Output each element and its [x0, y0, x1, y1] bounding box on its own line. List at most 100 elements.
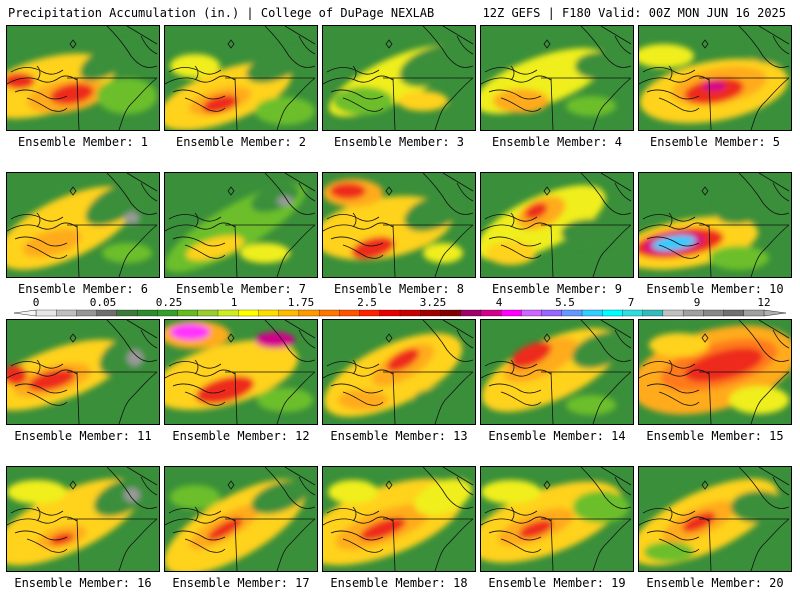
- border-line: [750, 224, 790, 277]
- precip-region: [207, 517, 243, 541]
- border-line: [434, 371, 474, 424]
- ensemble-member-label: Ensemble Member: 13: [330, 429, 468, 443]
- border-line: [456, 329, 474, 349]
- border-line: [10, 508, 64, 516]
- border-line: [26, 244, 68, 259]
- precip-region: [685, 347, 763, 383]
- border-line: [118, 77, 158, 130]
- colorbar-swatch: [217, 309, 239, 317]
- border-line: [642, 508, 696, 516]
- border-line: [600, 320, 632, 339]
- border-line: [614, 182, 632, 202]
- precip-region: [639, 44, 694, 68]
- political-borders: [165, 320, 316, 424]
- ensemble-member-label: Ensemble Member: 9: [491, 282, 623, 296]
- border-line: [484, 508, 538, 516]
- border-line: [284, 320, 316, 339]
- border-line: [484, 214, 538, 222]
- border-line: [422, 173, 474, 215]
- colorbar-tick-label: 9: [693, 296, 701, 309]
- border-line: [456, 476, 474, 496]
- ensemble-member-map: [322, 319, 476, 425]
- border-line: [484, 361, 538, 369]
- border-line: [592, 77, 632, 130]
- border-line: [500, 244, 542, 259]
- colorbar-tick-label: 1: [230, 296, 238, 309]
- border-line: [7, 369, 78, 379]
- precip-region: [251, 480, 309, 514]
- border-line: [392, 371, 396, 424]
- border-line: [172, 236, 226, 247]
- map-title: Precipitation Accumulation (in.) | Colle…: [8, 6, 435, 20]
- border-line: [106, 320, 158, 362]
- border-line: [168, 361, 222, 369]
- ensemble-member-map: [638, 319, 792, 425]
- colorbar-swatch: [96, 309, 118, 317]
- border-line: [580, 320, 632, 362]
- border-line: [330, 383, 384, 394]
- border-line: [118, 371, 158, 424]
- political-borders: [481, 173, 632, 277]
- border-line: [758, 467, 790, 486]
- precip-region: [7, 73, 35, 89]
- border-line: [510, 212, 515, 228]
- border-line: [264, 320, 316, 362]
- ensemble-member-map: [480, 466, 634, 572]
- border-line: [708, 371, 712, 424]
- border-line: [592, 518, 632, 571]
- precip-contours: [639, 182, 783, 270]
- border-line: [510, 65, 515, 81]
- precip-region: [398, 91, 448, 111]
- precip-region: [22, 229, 82, 257]
- ensemble-member-label: Ensemble Member: 2: [175, 135, 307, 149]
- precip-contours: [481, 48, 627, 116]
- precip-contours: [323, 478, 472, 566]
- precip-field: [481, 467, 633, 571]
- border-line: [481, 75, 552, 85]
- border-line: [106, 26, 158, 68]
- ensemble-member-map: [6, 172, 160, 278]
- precip-region: [682, 512, 716, 532]
- ensemble-member-label: Ensemble Member: 12: [172, 429, 310, 443]
- border-line: [194, 65, 199, 81]
- border-line: [14, 530, 68, 541]
- map-marker: [543, 333, 551, 343]
- border-line: [642, 361, 696, 369]
- precip-region: [702, 81, 726, 91]
- precip-region: [50, 83, 94, 105]
- colorbar-tick-label: 4: [495, 296, 503, 309]
- border-line: [392, 224, 396, 277]
- border-line: [422, 467, 474, 509]
- border-line: [165, 75, 236, 85]
- border-line: [165, 369, 236, 379]
- border-line: [298, 35, 316, 55]
- precip-contours: [323, 179, 463, 263]
- border-line: [639, 222, 710, 232]
- ensemble-member-map: [164, 466, 318, 572]
- border-line: [658, 97, 700, 112]
- precip-region: [709, 246, 769, 270]
- border-line: [234, 77, 238, 130]
- border-line: [165, 516, 236, 526]
- border-line: [276, 224, 316, 277]
- border-line: [639, 75, 710, 85]
- border-line: [76, 77, 80, 130]
- border-line: [510, 506, 515, 522]
- precip-region: [644, 542, 694, 562]
- colorbar-swatch: [662, 309, 684, 317]
- ensemble-member-map: [164, 172, 318, 278]
- precip-field: [165, 173, 317, 277]
- border-line: [639, 516, 710, 526]
- colorbar-tick-label: 1.75: [287, 296, 315, 309]
- border-line: [10, 361, 64, 369]
- ensemble-member-label: Ensemble Member: 3: [333, 135, 465, 149]
- border-line: [140, 476, 158, 496]
- colorbar-swatch: [177, 309, 199, 317]
- border-line: [118, 518, 158, 571]
- border-line: [772, 476, 790, 496]
- colorbar-swatch: [56, 309, 78, 317]
- precip-region: [510, 342, 552, 368]
- border-line: [580, 26, 632, 68]
- border-line: [276, 77, 316, 130]
- ensemble-member-map: [322, 172, 476, 278]
